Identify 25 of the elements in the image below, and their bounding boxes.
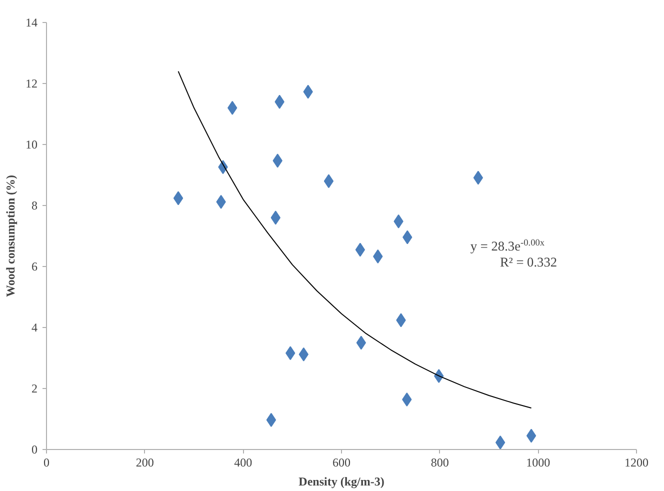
point — [266, 412, 276, 427]
point — [495, 435, 506, 450]
y-tick-label: 12 — [26, 76, 38, 90]
y-tick-label: 0 — [32, 442, 38, 456]
point — [526, 428, 536, 443]
point — [473, 170, 484, 185]
y-tick-label: 6 — [32, 260, 38, 274]
y-tick-label: 8 — [32, 198, 38, 212]
annotation: R² = 0.332 — [500, 254, 558, 270]
y-tick-label: 4 — [32, 320, 38, 334]
x-tick-label: 600 — [332, 456, 350, 470]
y-tick-label: 14 — [26, 16, 38, 30]
point — [324, 174, 334, 188]
y-tick-label: 10 — [26, 138, 38, 152]
x-tick-label: 200 — [136, 456, 154, 470]
x-tick-label: 400 — [234, 456, 252, 470]
x-tick-label: 1000 — [526, 456, 550, 470]
point — [173, 191, 184, 206]
point — [355, 242, 366, 257]
x-axis-title: Density (kg/m-3) — [298, 474, 384, 488]
y-tick-label: 2 — [32, 382, 38, 396]
x-tick-label: 1200 — [624, 456, 648, 470]
x-tick-label: 0 — [44, 456, 50, 470]
y-axis-title: Wood consumption (%) — [4, 174, 18, 298]
x-tick-label: 800 — [430, 456, 449, 470]
